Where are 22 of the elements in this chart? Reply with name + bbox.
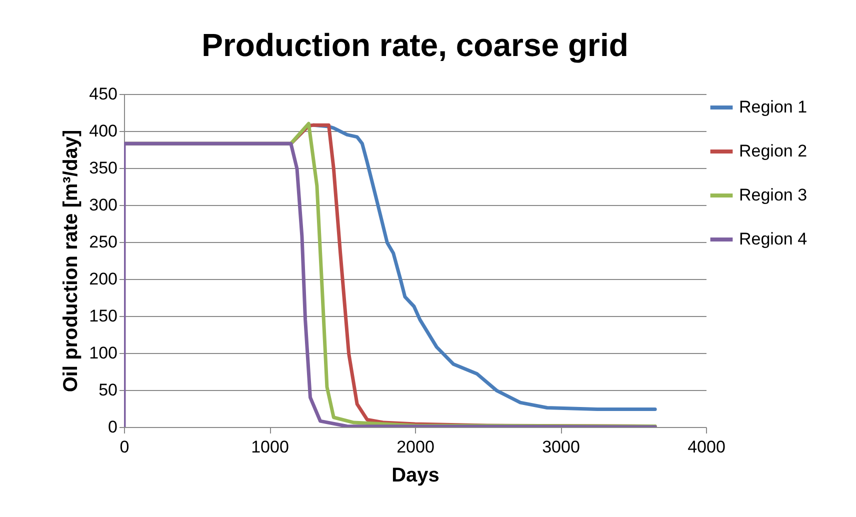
x-tick-label: 4000 [688,438,726,456]
y-tick-label: 300 [89,196,118,214]
legend-label: Region 2 [739,142,808,160]
legend-label: Region 1 [739,98,808,116]
x-tick-label: 3000 [542,438,580,456]
y-tick-label: 100 [89,344,118,362]
y-tick-label: 50 [98,380,118,400]
y-tick-label: 400 [89,122,118,140]
y-tick-label: 0 [108,418,118,436]
x-axis-title: Days [392,464,440,486]
y-tick-label: 350 [89,158,118,178]
x-tick-label: 0 [120,438,130,456]
chart-title: Production rate, coarse grid [202,27,628,63]
y-axis-title: Oil production rate [m³/day] [60,130,82,392]
legend-label: Region 4 [739,230,808,248]
y-tick-label: 200 [89,270,118,288]
legend-label: Region 3 [739,186,808,204]
y-tick-label: 150 [89,306,118,326]
x-tick-label: 2000 [396,438,434,456]
y-tick-label: 450 [89,84,118,104]
y-tick-label: 250 [89,232,118,252]
x-tick-label: 1000 [251,438,289,456]
